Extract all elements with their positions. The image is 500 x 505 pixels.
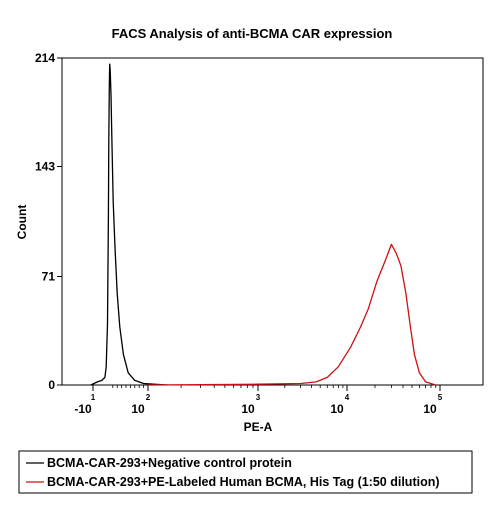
x-tick-label: 10 — [423, 402, 437, 416]
series-layer — [90, 63, 436, 386]
legend-label-negative: BCMA-CAR-293+Negative control protein — [47, 456, 292, 470]
x-tick-label: 10 — [131, 402, 145, 416]
x-tick-exponent: 3 — [256, 393, 261, 402]
y-axis: 0 71 143 214 — [35, 51, 62, 392]
series-line-pe-bcma — [147, 243, 436, 386]
x-tick-label: -10 — [74, 402, 92, 416]
plot-area — [61, 57, 484, 386]
series-line-negative-control — [90, 63, 168, 386]
x-tick-label: 10 — [330, 402, 344, 416]
x-axis-label: PE-A — [244, 420, 273, 434]
y-tick-label: 214 — [35, 51, 55, 65]
x-tick-exponent: 2 — [146, 393, 151, 402]
x-tick-exponent: 5 — [438, 393, 443, 402]
chart-title: FACS Analysis of anti-BCMA CAR expressio… — [112, 26, 393, 41]
legend — [18, 450, 473, 494]
y-tick-label: 143 — [35, 159, 55, 173]
x-tick-label: 10 — [241, 402, 255, 416]
x-tick-exponent: 4 — [345, 393, 350, 402]
y-axis-label: Count — [15, 205, 29, 240]
y-tick-label: 0 — [48, 378, 55, 392]
x-tick-exponent: 1 — [91, 393, 96, 402]
y-tick-label: 71 — [42, 270, 56, 284]
legend-label-bcma: BCMA-CAR-293+PE-Labeled Human BCMA, His … — [47, 475, 440, 489]
